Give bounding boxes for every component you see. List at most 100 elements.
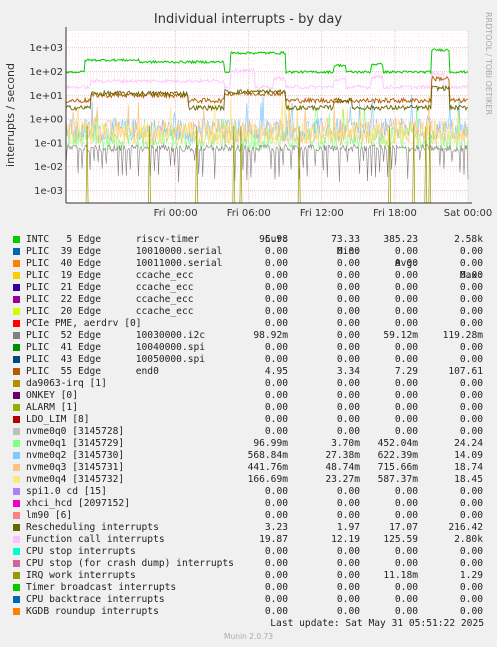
y-tick-label: 1e+02 [29,67,63,78]
legend-cur: 0.00 [264,570,288,581]
legend-max: 2.80k [454,534,483,545]
legend-swatch [13,500,20,507]
legend-max: 0.00 [459,318,483,329]
legend-row: PCIe PME, aerdrv [0] 0.00 0.00 0.00 0.00 [0,318,497,330]
legend-cur: 0.00 [264,306,288,317]
legend-swatch [13,344,20,351]
legend-label: IRQ work interrupts [26,570,136,581]
legend-max: 18.74 [454,462,483,473]
legend-row: Function call interrupts 19.87 12.19 125.59… [0,534,497,546]
x-tick-label: Fri 12:00 [300,208,344,219]
legend-label: PLIC 40 Edge 10011000.serial [26,258,223,269]
legend-avg: 0.00 [394,270,418,281]
x-tick-label: Fri 00:00 [154,208,198,219]
legend-swatch [13,524,20,531]
legend-swatch [13,332,20,339]
chart: Individual interrupts - by day interrupt… [4,12,493,219]
series-line [65,47,469,75]
legend-row: PLIC 19 Edge ccache_ecc 0.00 0.00 0.00 0.00 [0,270,497,282]
legend-swatch [13,572,20,579]
legend-cur: 96.99m [253,438,288,449]
legend-cur: 0.00 [264,594,288,605]
legend-label: nvme0q0 [3145728] [26,426,125,437]
legend-cur: 95.98 [259,234,288,245]
legend-max: 0.00 [459,282,483,293]
x-tick-label: Sat 00:00 [444,208,492,219]
legend-label: PLIC 21 Edge ccache_ecc [26,282,194,293]
legend-max: 0.00 [459,510,483,521]
legend-row: spi1.0 cd [15] 0.00 0.00 0.00 0.00 [0,486,497,498]
legend-swatch [13,272,20,279]
legend-min: 0.00 [336,318,360,329]
legend-cur: 3.23 [264,522,288,533]
legend-cur: 0.00 [264,546,288,557]
legend-cur: 568.84m [247,450,288,461]
legend-avg: 17.07 [389,522,418,533]
legend-min: 0.00 [336,330,360,341]
legend-min: 0.00 [336,270,360,281]
legend-avg: 0.00 [394,390,418,401]
legend-cur: 0.00 [264,486,288,497]
legend-label: PLIC 19 Edge ccache_ecc [26,270,194,281]
legend-row: CPU stop interrupts 0.00 0.00 0.00 0.00 [0,546,497,558]
legend-min: 0.00 [336,594,360,605]
legend-avg: 0.00 [394,546,418,557]
legend-avg: 0.00 [394,246,418,257]
legend-swatch [13,404,20,411]
legend-min: 0.00 [336,606,360,617]
legend-label: lm90 [6] [26,510,73,521]
legend-cur: 0.00 [264,414,288,425]
legend-label: CPU stop interrupts [26,546,136,557]
legend-cur: 0.00 [264,246,288,257]
legend-swatch [13,320,20,327]
legend-avg: 125.59 [383,534,418,545]
legend-min: 0.00 [336,546,360,557]
legend-cur: 0.00 [264,426,288,437]
legend-min: 0.00 [336,354,360,365]
legend-row: CPU backtrace interrupts 0.00 0.00 0.00 0.00 [0,594,497,606]
legend-max: 0.00 [459,378,483,389]
legend-cur: 0.00 [264,606,288,617]
legend-row: INTC 5 Edge riscv-timer 95.98 73.33 385.23 2… [0,234,497,246]
legend-label: ONKEY [0] [26,390,78,401]
legend-cur: 0.00 [264,498,288,509]
legend-row: xhci_hcd [2097152] 0.00 0.00 0.00 0.00 [0,498,497,510]
legend-row: lm90 [6] 0.00 0.00 0.00 0.00 [0,510,497,522]
legend-avg: 0.00 [394,306,418,317]
legend-min: 0.00 [336,510,360,521]
legend-label: CPU stop (for crash dump) interrupts [26,558,234,569]
legend-row: IRQ work interrupts 0.00 0.00 11.18m 1.29 [0,570,497,582]
legend-label: PLIC 43 Edge 10050000.spi [26,354,206,365]
legend-label: da9063-irq [1] [26,378,107,389]
legend-row: ONKEY [0] 0.00 0.00 0.00 0.00 [0,390,497,402]
legend-max: 0.00 [459,354,483,365]
legend-label: PLIC 52 Edge 10030000.i2c [26,330,206,341]
legend-row: da9063-irq [1] 0.00 0.00 0.00 0.00 [0,378,497,390]
legend-min: 0.00 [336,402,360,413]
legend-max: 14.09 [454,450,483,461]
legend-label: CPU backtrace interrupts [26,594,165,605]
legend-min: 0.00 [336,258,360,269]
legend-cur: 0.00 [264,390,288,401]
legend-avg: 0.00 [394,414,418,425]
legend-min: 12.19 [331,534,360,545]
legend-cur: 0.00 [264,402,288,413]
legend-min: 23.27m [325,474,360,485]
legend-avg: 0.00 [394,318,418,329]
legend-label: Rescheduling interrupts [26,522,159,533]
legend-swatch [13,380,20,387]
legend-cur: 0.00 [264,270,288,281]
legend-max: 0.00 [459,594,483,605]
legend-max: 107.61 [448,366,483,377]
legend-label: PLIC 22 Edge ccache_ecc [26,294,194,305]
legend-avg: 0.00 [394,558,418,569]
legend-swatch [13,584,20,591]
legend-avg: 587.37m [377,474,418,485]
legend-swatch [13,512,20,519]
header-avg: Avg: [394,258,418,269]
legend-label: LDO_LIM [8] [26,414,90,425]
legend-min: 0.00 [336,282,360,293]
legend-avg: 0.00 [394,498,418,509]
legend-row: PLIC 21 Edge ccache_ecc 0.00 0.00 0.00 0.00 [0,282,497,294]
legend-row: ALARM [1] 0.00 0.00 0.00 0.00 [0,402,497,414]
